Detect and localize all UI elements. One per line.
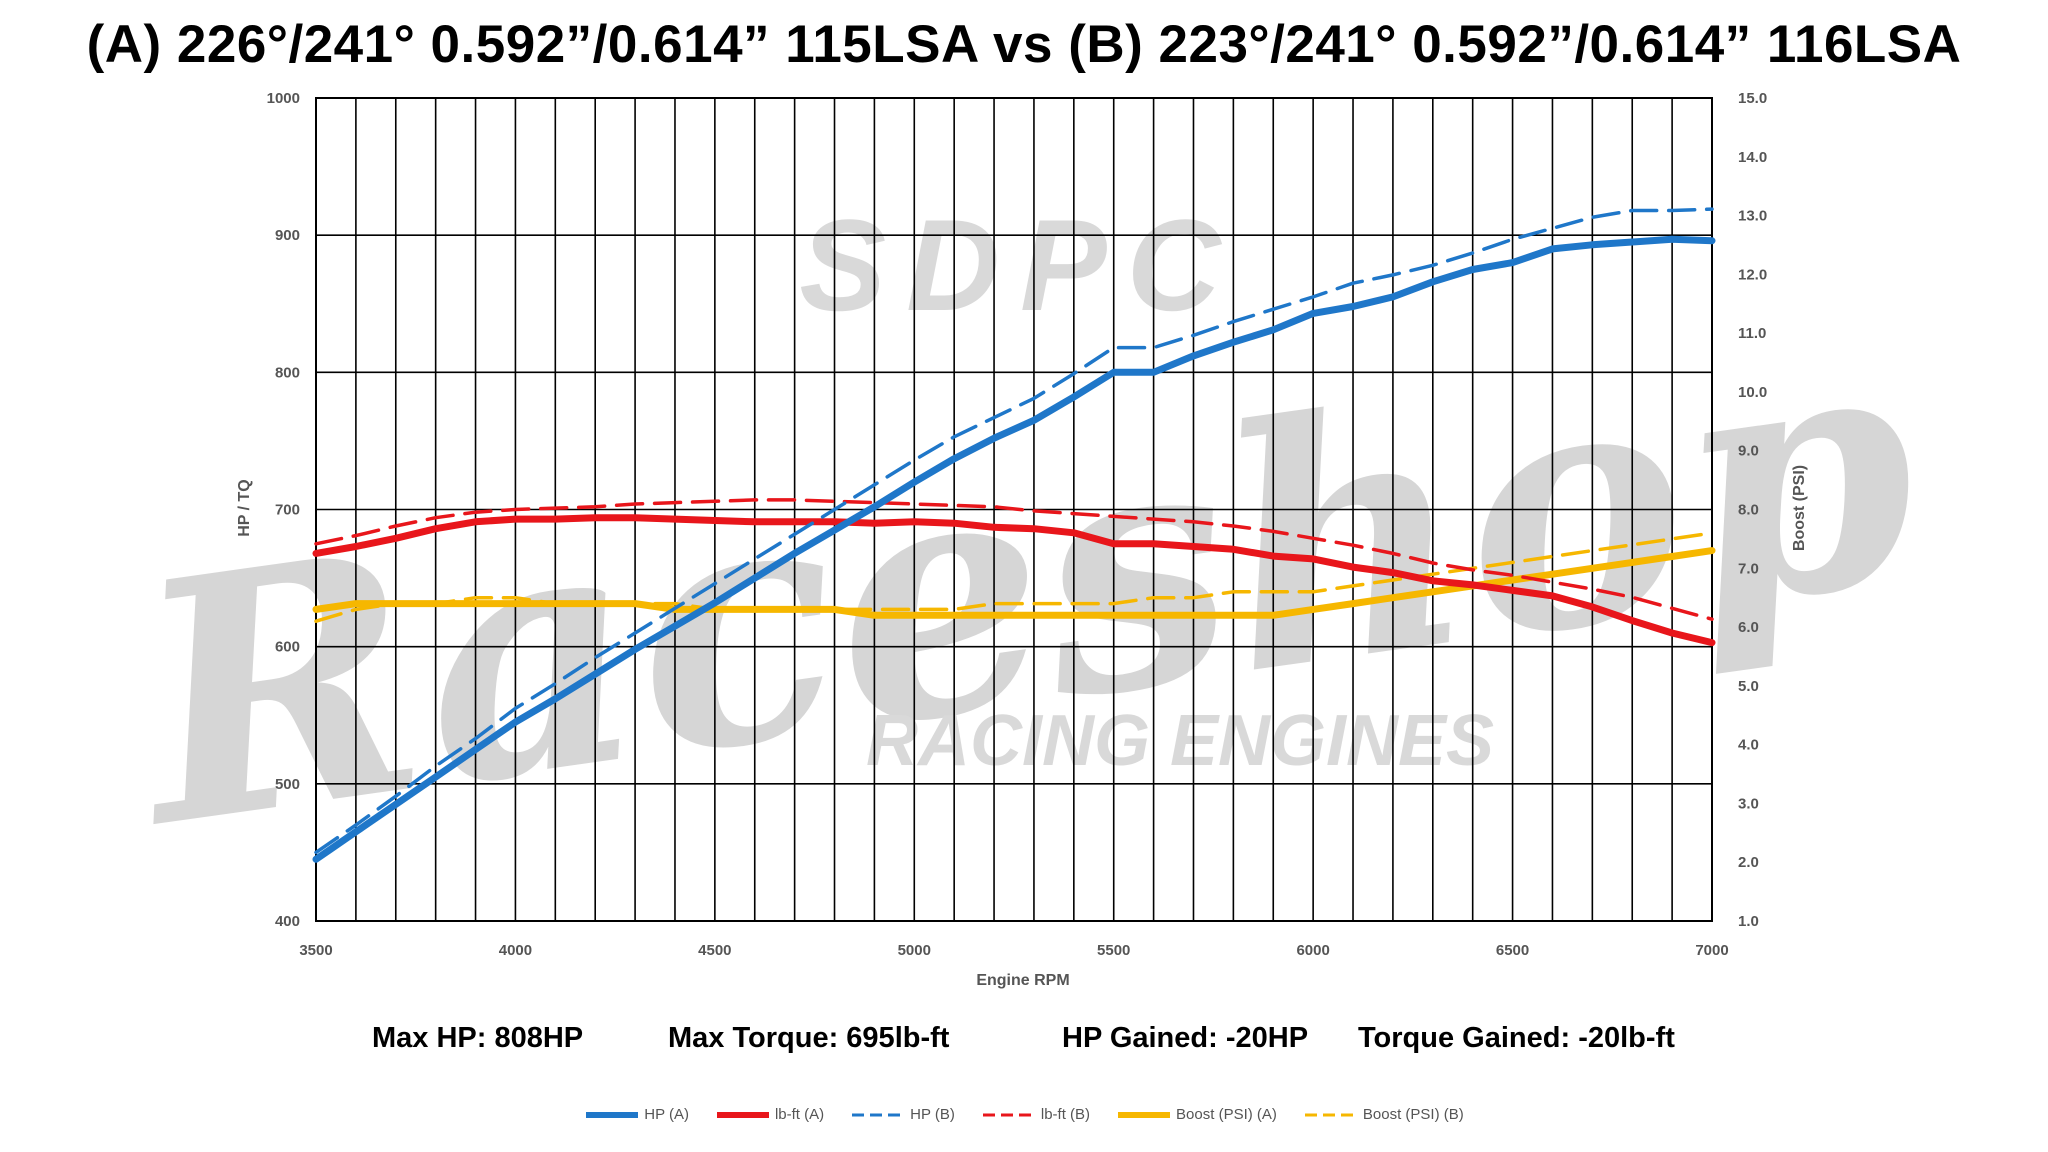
legend-item: Boost (PSI) (B) — [1303, 1106, 1464, 1123]
watermark-brand: SDPC — [799, 192, 1240, 338]
y2-tick-label: 7.0 — [1738, 560, 1759, 577]
y-tick-label: 1000 — [267, 90, 300, 107]
legend-label: Boost (PSI) (A) — [1176, 1106, 1277, 1123]
raceshop-watermark: SDPC Raceshop RACING ENGINES — [108, 192, 1938, 902]
series-line-hp-b — [314, 207, 1714, 855]
legend-item: lb-ft (A) — [715, 1106, 824, 1123]
y2-tick-label: 1.0 — [1738, 913, 1759, 930]
y2-tick-label: 8.0 — [1738, 502, 1759, 519]
y-tick-label: 500 — [275, 776, 300, 793]
y2-tick-label: 5.0 — [1738, 678, 1759, 695]
legend-label: HP (A) — [644, 1106, 689, 1123]
series-line-lb-ft-a — [312, 514, 1716, 647]
y2-tick-label: 12.0 — [1738, 266, 1767, 283]
legend-item: HP (B) — [850, 1106, 955, 1123]
legend-swatch — [982, 1113, 1035, 1116]
x-tick-label: 4000 — [499, 942, 532, 959]
y2-tick-label: 2.0 — [1738, 854, 1759, 871]
y-tick-label: 600 — [275, 639, 300, 656]
series-line-lb-ft-b — [314, 498, 1714, 621]
legend-item: lb-ft (B) — [981, 1106, 1090, 1123]
series-line-hp-a — [312, 235, 1716, 863]
y2-tick-label: 6.0 — [1738, 619, 1759, 636]
y2-tick-label: 9.0 — [1738, 443, 1759, 460]
torque-gained-stat: Torque Gained: -20lb-ft — [1358, 1022, 1675, 1054]
legend: HP (A) lb-ft (A) HP (B) lb-ft (B) Boost (PSI… — [0, 1106, 2048, 1123]
y2-tick-label: 14.0 — [1738, 149, 1767, 166]
y2-tick-label: 13.0 — [1738, 208, 1767, 225]
chart-title: (A) 226°/241° 0.592”/0.614” 115LSA vs (B… — [86, 15, 1962, 74]
legend-swatch — [1304, 1113, 1357, 1116]
max-torque-stat: Max Torque: 695lb-ft — [668, 1022, 950, 1054]
x-tick-label: 5000 — [898, 942, 931, 959]
y-tick-label: 700 — [275, 502, 300, 519]
legend-label: HP (B) — [910, 1106, 955, 1123]
y2-tick-label: 11.0 — [1738, 325, 1766, 342]
axes: 3500 4000 4500 5000 5500 6000 6500 7000 400 500 60… — [267, 90, 1768, 959]
legend-swatch — [852, 1113, 905, 1116]
watermark-subtitle: RACING ENGINES — [866, 701, 1494, 781]
x-tick-label: 6500 — [1496, 942, 1529, 959]
x-tick-label: 3500 — [299, 942, 332, 959]
y2-tick-label: 10.0 — [1738, 384, 1767, 401]
legend-label: lb-ft (B) — [1040, 1106, 1091, 1123]
x-axis-label: Engine RPM — [976, 972, 1069, 989]
x-tick-label: 5500 — [1097, 942, 1130, 959]
y-tick-label: 800 — [275, 364, 300, 381]
y2-tick-label: 4.0 — [1738, 737, 1759, 754]
legend-swatch — [1118, 1111, 1171, 1118]
y-tick-label: 900 — [275, 227, 300, 244]
max-hp-stat: Max HP: 808HP — [372, 1022, 584, 1054]
legend-label: lb-ft (A) — [774, 1106, 825, 1123]
plot-frame — [315, 97, 1713, 922]
y2-tick-label: 15.0 — [1738, 90, 1767, 107]
series-line-boost-psi-b — [314, 531, 1714, 623]
hp-gained-stat: HP Gained: -20HP — [1062, 1022, 1309, 1054]
legend-item: Boost (PSI) (A) — [1116, 1106, 1277, 1123]
y-tick-label: 400 — [275, 913, 300, 930]
series-layer — [312, 207, 1716, 863]
x-tick-label: 7000 — [1695, 942, 1728, 959]
x-tick-label: 6000 — [1296, 942, 1329, 959]
y2-axis-label: Boost (PSI) — [1791, 465, 1808, 551]
legend-item: HP (A) — [584, 1106, 689, 1123]
legend-label: Boost (PSI) (B) — [1362, 1106, 1464, 1123]
legend-swatch — [586, 1111, 639, 1118]
y-axis-label: HP / TQ — [236, 479, 253, 537]
legend-swatch — [716, 1111, 769, 1118]
y2-tick-label: 3.0 — [1738, 795, 1759, 812]
x-tick-label: 4500 — [698, 942, 731, 959]
